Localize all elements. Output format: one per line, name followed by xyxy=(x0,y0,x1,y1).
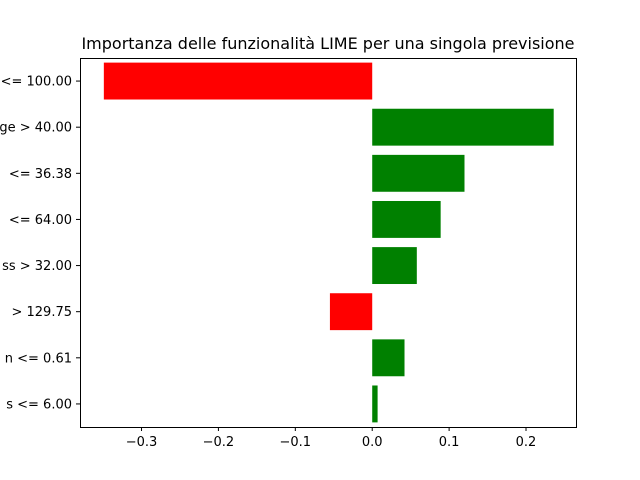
y-axis-ticks: <= 100.00 ge > 40.00 <= 36.38 <= 64.00 ss > … xyxy=(0,75,80,412)
bar-2 xyxy=(372,154,465,192)
y-tick-label: ge > 40.00 xyxy=(0,121,72,136)
bar-4 xyxy=(372,247,417,285)
y-tick-label: ss > 32.00 xyxy=(2,259,72,274)
bar-3 xyxy=(372,200,441,238)
x-tick-label: 0.1 xyxy=(439,435,460,450)
bar-1 xyxy=(372,108,554,146)
y-tick-label: > 129.75 xyxy=(11,305,72,320)
x-axis-ticks: −0.3 −0.2 −0.1 0.0 0.1 0.2 xyxy=(126,427,537,450)
y-tick-label: <= 100.00 xyxy=(1,75,72,90)
chart-title: Importanza delle funzionalità LIME per u… xyxy=(81,34,574,53)
x-tick-label: −0.2 xyxy=(203,435,235,450)
x-tick-label: 0.0 xyxy=(362,435,383,450)
bar-5 xyxy=(329,293,373,331)
x-tick-label: −0.3 xyxy=(126,435,158,450)
y-tick-label: <= 36.38 xyxy=(9,167,72,182)
y-tick-label: <= 64.00 xyxy=(9,213,72,228)
bars-group xyxy=(103,62,554,423)
bar-7 xyxy=(372,385,378,423)
bar-0 xyxy=(103,62,373,100)
y-tick-label: n <= 0.61 xyxy=(5,351,72,366)
bar-6 xyxy=(372,339,405,377)
plot-frame xyxy=(80,58,577,428)
x-tick-label: −0.1 xyxy=(280,435,312,450)
x-tick-label: 0.2 xyxy=(516,435,537,450)
y-tick-label: s <= 6.00 xyxy=(6,397,72,412)
